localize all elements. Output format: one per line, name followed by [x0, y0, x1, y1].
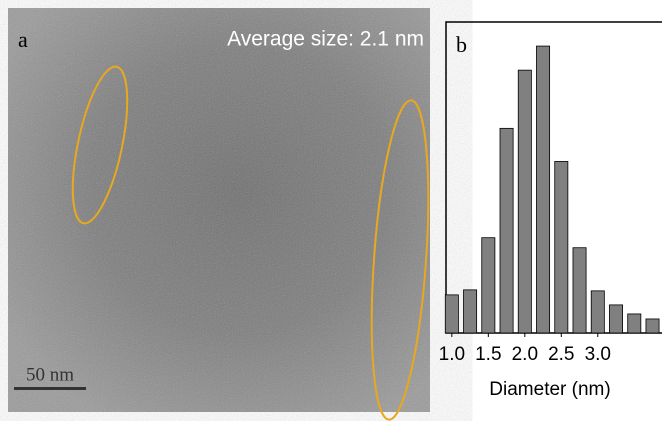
bar	[609, 304, 623, 334]
bar	[645, 318, 660, 334]
x-tick-label: 2.5	[548, 344, 574, 365]
x-axis-label: Diameter (nm)	[489, 379, 610, 400]
x-tick-label: 3.0	[585, 344, 611, 365]
bar	[554, 161, 569, 334]
axis-frame	[445, 21, 662, 334]
x-tick-label: 2.0	[512, 344, 538, 365]
panel-label: b	[456, 32, 467, 57]
scale-bar-label: 50 nm	[26, 364, 74, 385]
bar	[627, 313, 642, 334]
bar	[499, 127, 514, 334]
bar	[463, 289, 478, 334]
bar	[572, 247, 587, 334]
bar	[444, 294, 459, 334]
x-tick-label: 1.0	[439, 344, 465, 365]
caption: Average size: 2.1 nm	[227, 28, 424, 51]
x-tick-label: 1.5	[475, 344, 501, 365]
tem-image: a Average size: 2.1 nm 50 nm	[8, 8, 430, 421]
bar	[590, 290, 605, 334]
bar	[517, 69, 532, 334]
bar	[536, 45, 551, 334]
panel-label: a	[18, 27, 28, 52]
bar	[481, 237, 496, 334]
